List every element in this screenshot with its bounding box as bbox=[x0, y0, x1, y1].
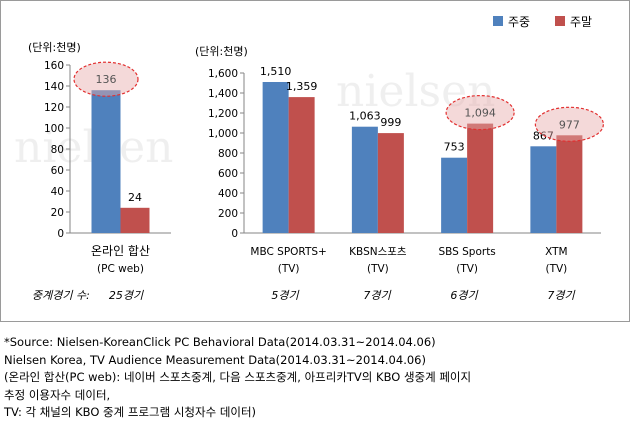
legend-label-weekday: 주중 bbox=[508, 15, 530, 29]
watermark-right: nielsen bbox=[336, 66, 496, 117]
data-label: 999 bbox=[380, 116, 401, 129]
data-label: 1,510 bbox=[260, 65, 292, 78]
x-tick-label: SBS Sports bbox=[438, 246, 495, 258]
bar-weekday bbox=[530, 146, 557, 233]
y-tick-label: 140 bbox=[44, 81, 64, 93]
x-tick-label: MBC SPORTS+ bbox=[250, 246, 326, 258]
y-tick-label: 0 bbox=[57, 228, 64, 240]
data-label: 977 bbox=[559, 118, 580, 131]
y-tick-label: 40 bbox=[51, 186, 64, 198]
y-tick-label: 200 bbox=[218, 208, 238, 220]
bar-weekend bbox=[467, 123, 494, 233]
x-tick-sublabel: (TV) bbox=[545, 263, 567, 275]
y-tick-label: 400 bbox=[218, 188, 238, 200]
unit-label: (단위:천명) bbox=[195, 44, 248, 58]
y-tick-label: 120 bbox=[44, 102, 64, 114]
bar-charts: (단위:천명) 0 20 40 60 80 100 120 140 160 136 24 온라인 합산 (… bbox=[28, 15, 604, 302]
games-count: 7경기 bbox=[547, 289, 575, 302]
y-tick-label: 1,600 bbox=[208, 68, 238, 80]
y-tick-label: 80 bbox=[51, 144, 64, 156]
x-tick-label: KBSN스포츠 bbox=[349, 246, 407, 258]
data-label: 1,359 bbox=[286, 80, 318, 93]
data-label: 136 bbox=[96, 73, 117, 86]
data-label: 1,094 bbox=[464, 107, 496, 120]
games-label: 중계경기 수: bbox=[32, 289, 90, 302]
source-notes: *Source: Nielsen-KoreanClick PC Behavior… bbox=[4, 334, 628, 422]
source-line-4: 추정 이용자수 데이터, bbox=[4, 387, 111, 402]
y-tick-label: 20 bbox=[51, 207, 64, 219]
bar-weekday bbox=[91, 90, 121, 233]
games-count: 25경기 bbox=[109, 289, 144, 302]
data-label: 1,063 bbox=[349, 110, 381, 123]
y-tick-label: 160 bbox=[44, 60, 64, 72]
y-tick-label: 600 bbox=[218, 168, 238, 180]
source-line-5: TV: 각 채널의 KBO 중계 프로그램 시청자수 데이터) bbox=[4, 405, 257, 420]
games-count: 6경기 bbox=[450, 289, 478, 302]
x-tick-sublabel: (PC web) bbox=[97, 263, 144, 275]
source-line-1: *Source: Nielsen-KoreanClick PC Behavior… bbox=[4, 335, 436, 349]
bar-weekday bbox=[262, 82, 289, 233]
bar-weekend bbox=[556, 135, 583, 233]
unit-label: (단위:천명) bbox=[28, 40, 81, 54]
x-tick-label: 온라인 합산 bbox=[91, 244, 150, 258]
bar-weekday bbox=[351, 126, 378, 233]
y-tick-label: 800 bbox=[218, 148, 238, 160]
highlight-ellipse bbox=[445, 94, 515, 131]
y-tick-label: 1,200 bbox=[208, 108, 238, 120]
bar-weekend bbox=[120, 207, 150, 233]
y-tick-label: 100 bbox=[44, 123, 64, 135]
x-tick-sublabel: (TV) bbox=[367, 263, 389, 275]
highlight-ellipse bbox=[73, 61, 139, 97]
x-tick-label: XTM bbox=[545, 246, 567, 258]
highlight-ellipse bbox=[534, 106, 604, 142]
y-tick-label: 0 bbox=[231, 228, 238, 240]
legend-swatch-weekend bbox=[555, 16, 565, 26]
y-tick-label: 1,000 bbox=[208, 128, 238, 140]
y-tick-label: 1,400 bbox=[208, 88, 238, 100]
bar-weekend bbox=[377, 133, 404, 233]
legend-label-weekend: 주말 bbox=[570, 15, 592, 29]
data-label: 24 bbox=[128, 191, 142, 204]
games-count: 7경기 bbox=[363, 289, 391, 302]
games-count: 5경기 bbox=[271, 289, 299, 302]
y-tick-label: 60 bbox=[51, 165, 64, 177]
legend-swatch-weekday bbox=[493, 16, 503, 26]
bar-weekday bbox=[441, 157, 468, 233]
source-line-3: (온라인 합산(PC web): 네이버 스포츠중계, 다음 스포츠중계, 아프… bbox=[4, 370, 472, 385]
x-tick-sublabel: (TV) bbox=[456, 263, 478, 275]
data-label: 753 bbox=[444, 141, 465, 154]
x-tick-sublabel: (TV) bbox=[278, 263, 300, 275]
source-line-2: Nielsen Korea, TV Audience Measurement D… bbox=[4, 352, 426, 367]
bar-weekend bbox=[288, 97, 315, 233]
